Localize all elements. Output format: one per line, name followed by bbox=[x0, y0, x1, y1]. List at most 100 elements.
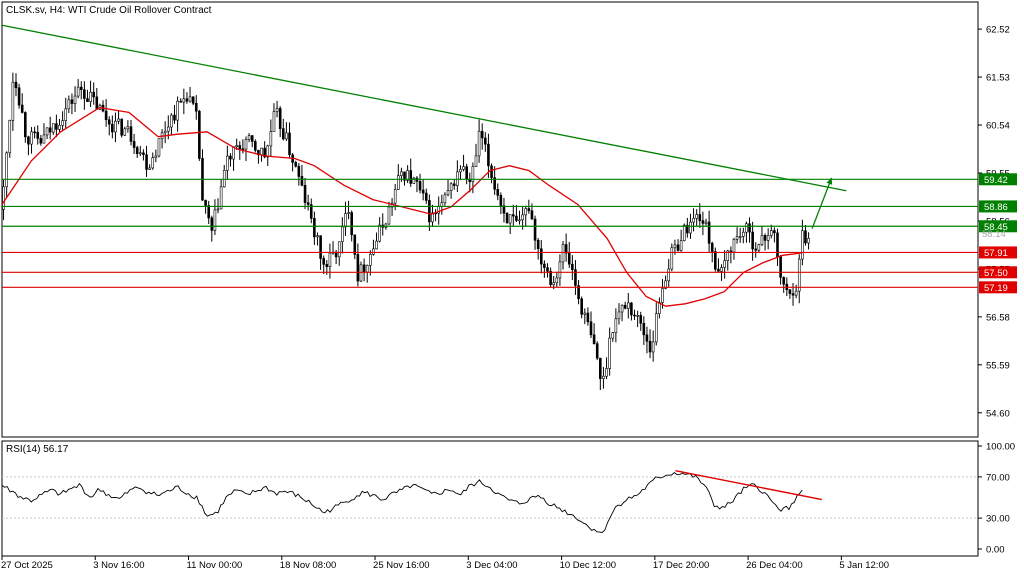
candle-body bbox=[667, 268, 671, 282]
candle-body bbox=[316, 235, 319, 238]
rsi-pane-frame bbox=[1, 440, 979, 557]
rsi-tick-label: 0.00 bbox=[986, 545, 1005, 556]
candle-body bbox=[769, 230, 773, 236]
candle-body bbox=[465, 166, 468, 180]
candle-body bbox=[745, 223, 748, 233]
candle-body bbox=[300, 176, 304, 186]
candle-body bbox=[194, 102, 198, 112]
candle-body bbox=[179, 100, 183, 103]
candle-body bbox=[630, 302, 633, 316]
time-tick-label: 11 Nov 00:00 bbox=[187, 560, 243, 571]
candle-body bbox=[689, 221, 692, 234]
candle-body bbox=[521, 214, 524, 221]
candle-body bbox=[766, 235, 770, 241]
candle-body bbox=[319, 235, 322, 259]
candle-body bbox=[359, 264, 363, 282]
candle-body bbox=[235, 145, 238, 147]
candle-body bbox=[549, 270, 552, 286]
candle-body bbox=[580, 298, 583, 315]
candle-body bbox=[804, 230, 807, 244]
candle-body bbox=[309, 204, 313, 219]
candle-body bbox=[595, 343, 599, 359]
candle-body bbox=[269, 131, 273, 147]
candle-body bbox=[403, 171, 406, 181]
candle-body bbox=[533, 218, 537, 241]
candle-body bbox=[788, 289, 792, 294]
price-levels: 59.42 58.86 58.45 57.91 57.50 57.19 bbox=[2, 173, 1017, 294]
candle-body bbox=[493, 177, 496, 190]
candle-body bbox=[636, 315, 639, 317]
candle-body bbox=[673, 244, 677, 249]
candle-body bbox=[614, 318, 618, 333]
candle-body bbox=[567, 252, 571, 265]
candle-body bbox=[757, 244, 761, 251]
candle-body bbox=[499, 195, 503, 206]
candle-body bbox=[135, 147, 139, 154]
price-level-badge bbox=[979, 281, 1017, 294]
price-level-badge bbox=[979, 220, 1017, 233]
candle-body bbox=[48, 127, 52, 133]
candle-body bbox=[24, 112, 27, 138]
candle-body bbox=[530, 210, 534, 220]
candle-body bbox=[751, 231, 754, 250]
candle-body bbox=[471, 166, 475, 183]
price-tick-label: 60.54 bbox=[986, 121, 1010, 132]
candle-body bbox=[278, 108, 282, 129]
rsi-divergence-line bbox=[675, 470, 822, 501]
candle-body bbox=[449, 183, 453, 191]
candle-body bbox=[396, 175, 400, 190]
candle-body bbox=[552, 282, 556, 286]
candle-body bbox=[188, 96, 192, 102]
candle-body bbox=[462, 166, 465, 170]
current-price-label: 58.14 bbox=[982, 229, 1006, 240]
candle-body bbox=[524, 208, 528, 216]
price-level-badge bbox=[979, 200, 1017, 213]
candle-body bbox=[543, 263, 546, 268]
candle-body bbox=[322, 258, 325, 265]
candle-body bbox=[36, 131, 40, 139]
candle-body bbox=[145, 154, 148, 170]
candle-body bbox=[191, 96, 195, 104]
time-tick-label: 3 Nov 16:00 bbox=[93, 560, 144, 571]
candle-body bbox=[738, 236, 742, 238]
descending-trendline bbox=[1, 24, 847, 192]
candle-body bbox=[288, 132, 291, 156]
candle-body bbox=[555, 277, 559, 284]
candle-body bbox=[797, 258, 801, 292]
candle-body bbox=[173, 114, 176, 121]
candle-body bbox=[592, 334, 596, 344]
candle-body bbox=[424, 192, 428, 201]
candle-body bbox=[539, 248, 543, 265]
candle-body bbox=[645, 334, 649, 342]
candle-body bbox=[369, 254, 372, 266]
candle-body bbox=[210, 217, 214, 231]
candle-body bbox=[726, 250, 730, 261]
candle-body bbox=[33, 131, 36, 134]
candle-body bbox=[20, 104, 24, 113]
price-level-label: 57.19 bbox=[984, 283, 1008, 294]
candle-body bbox=[723, 260, 726, 268]
candle-body bbox=[79, 86, 83, 91]
price-level-label: 57.50 bbox=[984, 268, 1008, 279]
candle-body bbox=[692, 217, 695, 223]
candle-body bbox=[182, 98, 186, 103]
candle-body bbox=[344, 213, 347, 228]
candle-body bbox=[372, 248, 375, 255]
candle-body bbox=[710, 243, 714, 252]
time-tick-label: 27 Oct 2025 bbox=[1, 560, 53, 571]
candle-body bbox=[474, 155, 478, 167]
candle-body bbox=[760, 235, 764, 245]
candle-body bbox=[574, 269, 577, 286]
candle-body bbox=[157, 138, 161, 157]
candle-body bbox=[132, 141, 136, 148]
candle-body bbox=[204, 199, 207, 206]
candle-body bbox=[219, 186, 223, 210]
candle-body bbox=[254, 141, 257, 151]
candle-body bbox=[686, 224, 689, 234]
candle-body bbox=[583, 312, 587, 315]
price-tick-label: 61.53 bbox=[986, 73, 1010, 84]
candle-body bbox=[163, 130, 167, 134]
candle-body bbox=[30, 131, 33, 145]
candle-body bbox=[250, 135, 254, 142]
candle-body bbox=[104, 110, 108, 121]
